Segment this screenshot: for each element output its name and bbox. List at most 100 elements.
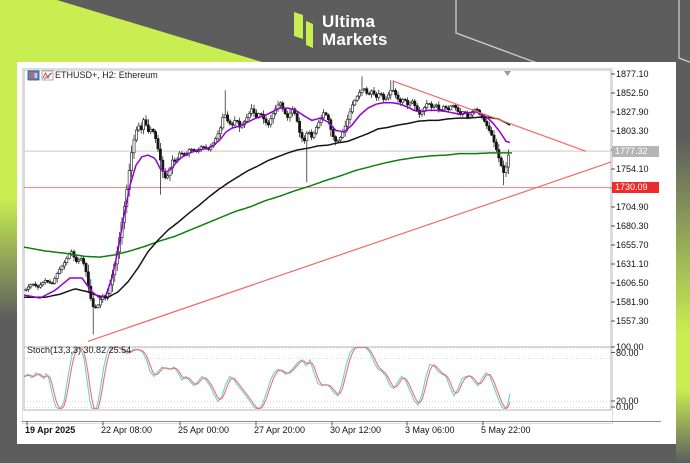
candle-body	[156, 138, 160, 150]
red-line-price-tag: 1730.09	[612, 182, 659, 193]
logo-text: Ultima Markets	[322, 13, 388, 49]
candle-body	[485, 120, 489, 127]
candle-body	[494, 141, 498, 150]
candle-body	[475, 108, 479, 111]
logo-line2: Markets	[322, 30, 388, 49]
candle-body	[506, 154, 510, 168]
candle-body	[130, 152, 134, 171]
candle-body	[144, 119, 148, 126]
stoch-axis-label: 80.00	[616, 347, 639, 358]
candle-body	[403, 99, 407, 101]
candle-body	[238, 120, 242, 128]
candle-body	[314, 127, 318, 134]
candle-body	[295, 113, 299, 122]
candle-body	[91, 298, 95, 308]
indicator-value-main: 30.82	[83, 345, 107, 355]
candle-body	[288, 112, 292, 118]
candle-body	[492, 134, 496, 143]
candle-body	[437, 104, 441, 110]
candle-body	[338, 137, 342, 141]
candle-body	[84, 263, 88, 273]
price-axis-label: 1803.30	[616, 126, 649, 136]
candle-body	[355, 95, 359, 101]
candle-body	[106, 292, 110, 299]
candle-body	[298, 121, 302, 133]
candle-body	[406, 100, 410, 106]
candle-body	[48, 281, 52, 284]
candle-body	[456, 107, 460, 112]
stoch-axis-label: 20.00	[616, 396, 639, 406]
candle-body	[62, 262, 66, 267]
candle-body	[29, 284, 33, 288]
candle-body	[317, 122, 321, 128]
candle-body	[430, 103, 434, 108]
support-trendline[interactable]	[87, 158, 622, 342]
candle-body	[99, 299, 102, 306]
resistance-trendline[interactable]	[392, 80, 587, 152]
candle-body	[358, 92, 362, 97]
candle-body	[490, 130, 494, 136]
candle-body	[334, 136, 338, 142]
candle-body	[233, 120, 237, 126]
candle-body	[226, 114, 230, 122]
time-axis-label: 3 May 06:00	[405, 425, 455, 435]
outer-frame	[22, 68, 613, 424]
candle-body	[360, 89, 364, 93]
candle-body	[283, 108, 287, 115]
candle-body	[228, 120, 232, 125]
ma-mid-line[interactable]	[24, 116, 511, 299]
price-axis-label: 1557.30	[616, 316, 649, 326]
price-axis-label: 1680.30	[616, 221, 649, 231]
time-axis-label: 5 May 22:00	[481, 425, 531, 435]
candle-body	[38, 284, 42, 288]
left-strip	[0, 62, 17, 463]
time-axis-label: 30 Apr 12:00	[330, 425, 382, 435]
candle-body	[497, 149, 501, 159]
logo-icon	[306, 21, 313, 48]
candle-body	[384, 97, 388, 100]
candle-body	[382, 94, 386, 100]
hexagon-outline	[455, 0, 538, 64]
stoch-axis-label: 100.00	[616, 342, 644, 352]
ma-slow-line[interactable]	[24, 152, 512, 258]
candle-body	[24, 289, 28, 291]
candle-body	[326, 114, 330, 121]
candle-body	[151, 129, 155, 132]
candle-body	[336, 139, 340, 142]
candle-body	[312, 132, 316, 138]
chart-shift-marker[interactable]	[504, 71, 511, 76]
candle-body	[353, 100, 357, 106]
candle-body	[159, 148, 162, 161]
right-strip	[676, 0, 690, 463]
indicator-icon	[41, 70, 54, 81]
candle-body	[322, 112, 326, 119]
lime-wedge	[0, 0, 262, 62]
time-axis-label: 19 Apr 2025	[25, 425, 76, 435]
candle-body	[300, 132, 304, 139]
candle-body	[331, 129, 335, 137]
candle-body	[372, 90, 376, 95]
candle-body	[365, 88, 369, 94]
price-axis-label: 1877.10	[616, 69, 649, 79]
candle-body	[26, 286, 30, 290]
candle-body	[271, 113, 275, 120]
indicator-name: Stoch(13,3,3)	[27, 345, 82, 355]
candle-body	[168, 167, 172, 177]
price-axis-label: 1655.70	[616, 240, 649, 250]
candle-body	[216, 133, 220, 140]
candle-body	[132, 139, 136, 154]
candle-body	[413, 100, 417, 107]
candle-body	[154, 131, 158, 139]
candle-body	[499, 157, 503, 166]
candle-body	[135, 129, 138, 141]
price-axis-label: 1852.50	[616, 88, 649, 98]
candle-body	[269, 118, 273, 126]
candle-body	[449, 105, 453, 111]
candle-body	[386, 94, 390, 99]
candle-body	[60, 265, 64, 270]
candle-body	[425, 103, 429, 108]
ma-fast-line[interactable]	[24, 101, 511, 299]
candle-body	[58, 269, 62, 274]
price-axis-label: 1606.50	[616, 278, 649, 288]
candle-body	[252, 108, 256, 114]
